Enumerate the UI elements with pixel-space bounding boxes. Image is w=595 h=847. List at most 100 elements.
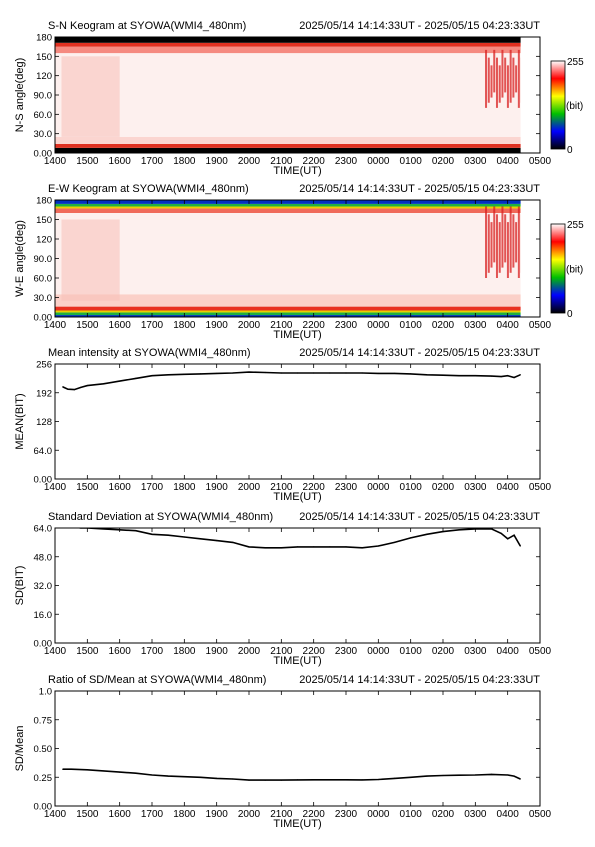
x-tick-label: 1900 xyxy=(206,809,229,820)
y-tick-label: 48.0 xyxy=(34,552,53,563)
data-point xyxy=(507,774,509,776)
x-tick-label: 2200 xyxy=(303,646,326,657)
heatmap-band xyxy=(55,46,540,54)
chart-panel-4: Standard Deviation at SYOWA(WMI4_480nm) 2… xyxy=(14,511,552,667)
y-tick-label: 1.0 xyxy=(39,687,52,698)
y-axis-label: SD(BIT) xyxy=(14,566,26,606)
x-tick-label: 1900 xyxy=(206,320,229,331)
data-point xyxy=(183,373,185,375)
x-tick-label: 0100 xyxy=(400,809,423,820)
data-point xyxy=(474,375,476,377)
heatmap-aurora-streak xyxy=(517,49,520,108)
data-point xyxy=(264,779,266,781)
heatmap-aurora-streak xyxy=(498,65,501,103)
x-tick-label: 1800 xyxy=(173,156,196,167)
data-point xyxy=(474,774,476,776)
data-point xyxy=(151,533,153,535)
colorbar-unit-label: (bit) xyxy=(566,265,583,276)
colorbar xyxy=(550,223,566,314)
heatmap-aurora-streak xyxy=(485,49,488,108)
heatmap-no-data-region xyxy=(520,37,540,153)
x-tick-label: 2200 xyxy=(303,320,326,331)
data-point xyxy=(167,534,169,536)
heatmap-aurora-streak xyxy=(506,222,509,278)
x-tick-label: 2200 xyxy=(303,156,326,167)
y-tick-label: 180 xyxy=(36,196,52,207)
data-point xyxy=(102,528,105,530)
x-tick-label: 0200 xyxy=(432,320,455,331)
data-point xyxy=(199,776,202,778)
panel-time-range: 2025/05/14 14:14:33UT - 2025/05/15 04:23… xyxy=(299,511,540,523)
data-point xyxy=(377,778,379,781)
chart-panel-5: Ratio of SD/Mean at SYOWA(WMI4_480nm) 202… xyxy=(14,674,552,830)
y-tick-label: 128 xyxy=(36,417,52,428)
data-point xyxy=(513,775,515,777)
heatmap-band xyxy=(55,315,540,317)
panel-title: Standard Deviation at SYOWA(WMI4_480nm) xyxy=(48,511,273,523)
x-tick-label: 1400 xyxy=(44,809,67,820)
y-tick-label: 30.0 xyxy=(34,129,53,140)
x-tick-label: 1700 xyxy=(141,156,164,167)
data-point xyxy=(519,545,521,547)
data-point xyxy=(345,372,347,374)
x-tick-label: 1500 xyxy=(76,809,99,820)
colorbar-max-label: 255 xyxy=(567,220,584,231)
data-point xyxy=(264,371,266,374)
panel-title: Ratio of SD/Mean at SYOWA(WMI4_480nm) xyxy=(48,674,266,686)
x-tick-label: 0400 xyxy=(497,156,520,167)
data-point xyxy=(490,528,493,530)
x-axis-label: TIME(UT) xyxy=(273,165,321,177)
data-point xyxy=(248,371,250,373)
heatmap-band xyxy=(55,312,540,316)
x-tick-label: 2000 xyxy=(238,646,261,657)
data-point xyxy=(280,372,282,374)
x-tick-label: 0200 xyxy=(432,156,455,167)
colorbar xyxy=(550,60,566,150)
data-point xyxy=(232,541,234,543)
heatmap-aurora-streak xyxy=(490,222,493,268)
chart-panel-2: E-W Keogram at SYOWA(WMI4_480nm) 2025/05/… xyxy=(14,183,584,341)
x-tick-label: 0100 xyxy=(400,320,423,331)
x-tick-label: 2000 xyxy=(238,156,261,167)
data-point xyxy=(62,386,64,388)
x-tick-label: 1900 xyxy=(206,156,229,167)
data-point xyxy=(199,373,202,375)
data-point xyxy=(70,768,72,770)
x-axis-label: TIME(UT) xyxy=(273,655,321,667)
data-point xyxy=(507,538,509,540)
heatmap-early-bright-region xyxy=(61,56,120,137)
y-tick-label: 0.00 xyxy=(34,149,53,160)
data-point xyxy=(361,372,363,374)
y-tick-label: 90.0 xyxy=(34,254,53,265)
series-line xyxy=(62,371,521,391)
data-point xyxy=(329,546,331,548)
data-point xyxy=(86,769,88,771)
x-tick-label: 0300 xyxy=(464,320,487,331)
x-tick-label: 1800 xyxy=(173,482,196,493)
x-tick-label: 1800 xyxy=(173,646,196,657)
x-tick-label: 0200 xyxy=(432,646,455,657)
data-point xyxy=(519,778,521,780)
x-tick-label: 0000 xyxy=(367,482,390,493)
y-tick-label: 0.00 xyxy=(34,639,53,650)
data-point xyxy=(442,374,444,376)
y-tick-label: 32.0 xyxy=(34,581,53,592)
x-tick-label: 0200 xyxy=(432,482,455,493)
data-point xyxy=(313,779,315,781)
x-tick-label: 2000 xyxy=(238,809,261,820)
panel-title: S-N Keogram at SYOWA(WMI4_480nm) xyxy=(48,20,246,32)
x-tick-label: 1400 xyxy=(44,320,67,331)
data-point xyxy=(329,372,331,374)
x-tick-label: 1900 xyxy=(206,646,229,657)
data-point xyxy=(296,546,299,548)
heatmap-band xyxy=(55,294,540,307)
y-tick-label: 0.00 xyxy=(34,313,53,324)
x-tick-label: 0000 xyxy=(367,809,390,820)
heatmap-band xyxy=(55,147,540,153)
y-axis-label: SD/Mean xyxy=(14,726,26,772)
heatmap-aurora-streak xyxy=(490,65,493,98)
heatmap-aurora-streak xyxy=(487,57,490,103)
data-point xyxy=(361,779,363,781)
x-tick-label: 0500 xyxy=(529,809,552,820)
x-tick-label: 0500 xyxy=(529,646,552,657)
